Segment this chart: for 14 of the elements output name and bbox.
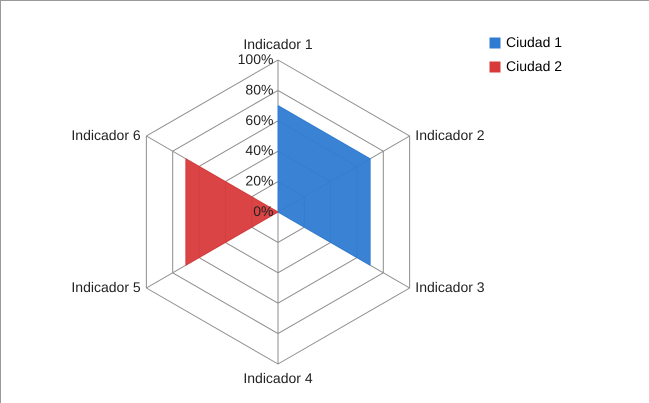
y-tick-label: 0% — [253, 203, 274, 219]
spoke-label: Indicador 6 — [71, 127, 141, 143]
spoke-label: Indicador 5 — [71, 279, 141, 295]
legend-label: Ciudad 2 — [506, 58, 562, 74]
spoke-label: Indicador 4 — [243, 370, 313, 386]
y-tick-label: 80% — [245, 81, 274, 98]
spoke-label: Indicador 2 — [415, 127, 485, 143]
y-tick-label: 40% — [245, 142, 274, 158]
spoke-label: Indicador 3 — [415, 279, 485, 295]
legend-label: Ciudad 1 — [506, 34, 562, 50]
y-tick-label: 100% — [238, 51, 274, 67]
y-tick-label: 60% — [245, 112, 274, 128]
y-tick-label: 20% — [245, 172, 274, 189]
spoke-label: Indicador 1 — [243, 36, 313, 52]
